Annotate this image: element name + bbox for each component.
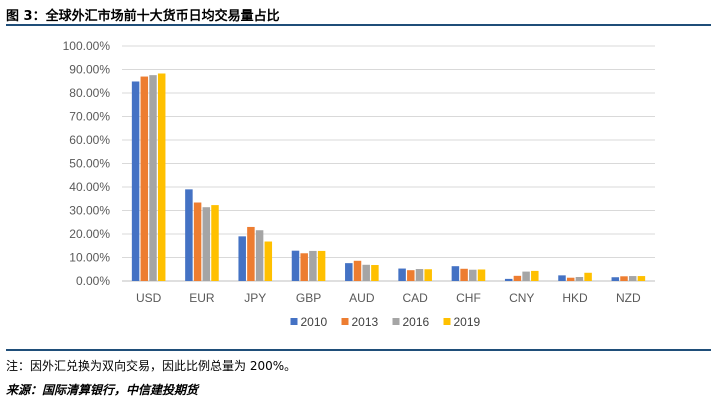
bar-gbp-2016 — [309, 250, 317, 281]
bar-gbp-2013 — [300, 253, 308, 281]
bar-usd-2010 — [131, 81, 140, 281]
chart-source: 来源：国际清算银行，中信建投期货 — [6, 383, 199, 397]
bar-cad-2010 — [398, 268, 406, 281]
legend-label-2010: 2010 — [301, 315, 328, 329]
legend-label-2016: 2016 — [403, 315, 430, 329]
y-tick-label: 20.00% — [69, 227, 110, 241]
x-tick-label: CNY — [509, 291, 534, 305]
legend-swatch-2019 — [443, 318, 451, 325]
bottom-rule — [6, 349, 711, 351]
bar-usd-2019 — [157, 73, 166, 281]
bar-hkd-2016 — [575, 277, 584, 281]
bar-aud-2019 — [371, 265, 379, 281]
bar-hkd-2019 — [584, 272, 592, 281]
bar-cny-2010 — [504, 278, 513, 281]
bar-cny-2013 — [513, 275, 522, 281]
x-tick-label: USD — [136, 291, 162, 305]
y-tick-label: 40.00% — [69, 180, 110, 194]
bar-usd-2016 — [149, 75, 157, 281]
x-tick-label: NZD — [616, 291, 641, 305]
bar-nzd-2019 — [637, 276, 646, 281]
bar-cad-2016 — [415, 269, 424, 281]
bar-gbp-2019 — [317, 250, 326, 281]
bar-aud-2013 — [353, 260, 362, 281]
bar-cad-2019 — [424, 269, 432, 281]
y-tick-label: 10.00% — [69, 251, 110, 265]
y-tick-label: 30.00% — [69, 204, 110, 218]
legend-swatch-2016 — [392, 318, 400, 325]
bar-jpy-2013 — [247, 226, 255, 281]
bar-chf-2010 — [451, 266, 460, 281]
legend-swatch-2013 — [341, 318, 349, 325]
legend-swatch-2010 — [290, 318, 298, 325]
x-tick-label: CAD — [402, 291, 428, 305]
bar-eur-2019 — [211, 205, 219, 281]
bar-hkd-2013 — [566, 277, 575, 281]
bar-aud-2010 — [345, 263, 353, 281]
bar-chf-2013 — [460, 268, 468, 281]
y-tick-label: 100.00% — [63, 39, 111, 53]
figure-title: 图 3：全球外汇市场前十大货币日均交易量占比 — [6, 9, 280, 24]
y-tick-label: 60.00% — [69, 133, 110, 147]
bar-jpy-2016 — [255, 230, 264, 281]
bar-usd-2013 — [140, 76, 149, 281]
y-tick-label: 70.00% — [69, 110, 110, 124]
x-tick-label: GBP — [296, 291, 321, 305]
bar-eur-2013 — [193, 202, 202, 281]
x-tick-label: JPY — [244, 291, 266, 305]
bar-jpy-2010 — [238, 236, 246, 281]
bar-cny-2016 — [522, 271, 530, 281]
x-tick-label: EUR — [189, 291, 215, 305]
chart-note: 注：因外汇兑换为双向交易，因此比例总量为 200%。 — [6, 359, 297, 373]
bar-aud-2016 — [362, 264, 370, 281]
y-tick-label: 80.00% — [69, 86, 110, 100]
bar-nzd-2013 — [620, 276, 628, 281]
bar-nzd-2010 — [611, 277, 620, 281]
y-tick-label: 50.00% — [69, 157, 110, 171]
y-tick-label: 0.00% — [76, 274, 110, 288]
bar-cad-2013 — [407, 270, 415, 281]
bar-chart: 0.00% 10.00% 20.00% 30.00% 40.00% 50.00% 60.00… — [63, 39, 655, 329]
bar-chf-2016 — [469, 269, 477, 281]
legend-label-2013: 2013 — [352, 315, 379, 329]
x-tick-label: CHF — [456, 291, 481, 305]
legend-label-2019: 2019 — [454, 315, 481, 329]
bar-cny-2019 — [531, 270, 539, 281]
bar-gbp-2010 — [291, 250, 300, 281]
y-tick-label: 90.00% — [69, 63, 110, 77]
bar-eur-2016 — [202, 207, 211, 281]
bar-jpy-2019 — [264, 241, 273, 281]
bar-nzd-2016 — [628, 276, 637, 281]
x-tick-label: AUD — [349, 291, 375, 305]
bar-hkd-2010 — [558, 275, 566, 281]
x-tick-label: HKD — [562, 291, 588, 305]
top-rule — [6, 24, 711, 26]
bar-chf-2019 — [477, 269, 486, 281]
bar-eur-2010 — [185, 189, 193, 281]
